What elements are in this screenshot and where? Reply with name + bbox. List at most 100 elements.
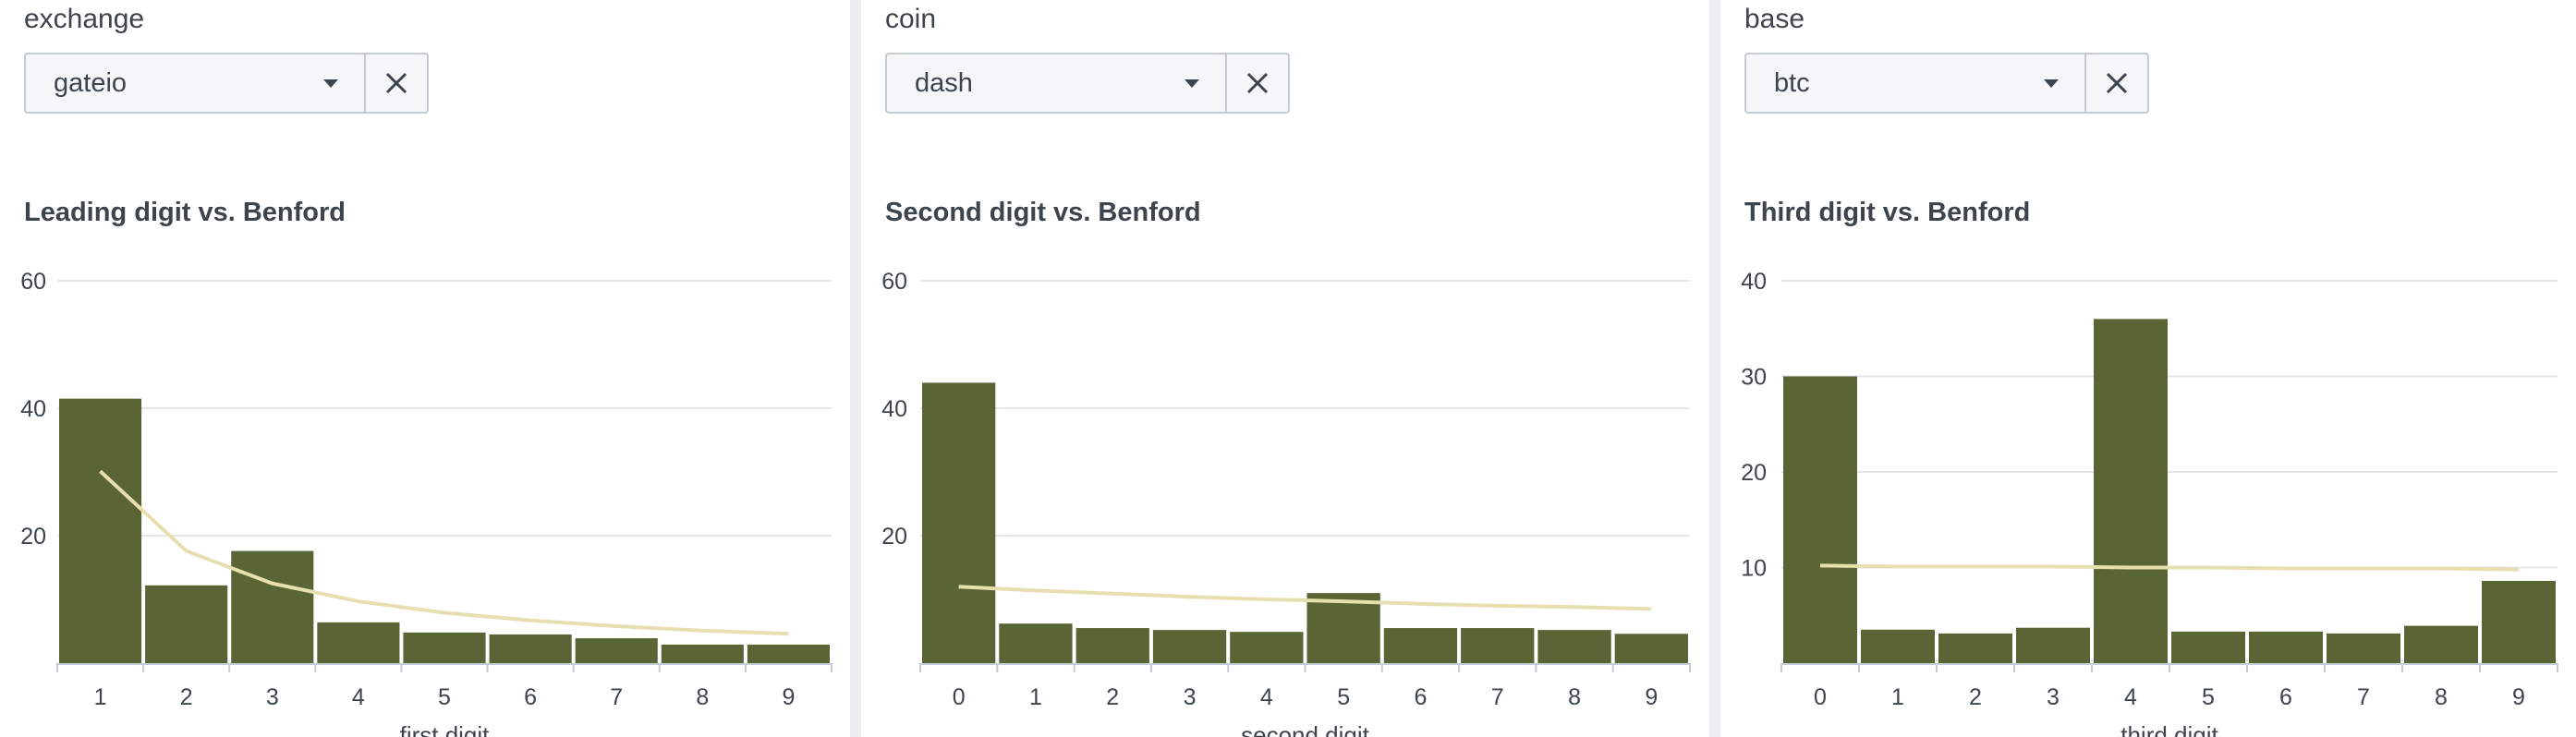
- bar: [1938, 633, 2012, 663]
- x-tick-label: 8: [2435, 684, 2448, 710]
- x-tick-label: 4: [1260, 684, 1273, 710]
- bar: [317, 622, 400, 663]
- chart-title: Second digit vs. Benford: [885, 198, 1201, 227]
- y-tick-label: 40: [881, 396, 907, 422]
- bar: [1783, 376, 1857, 663]
- bar: [145, 585, 228, 663]
- bar: [747, 644, 830, 663]
- x-tick-label: 6: [1414, 684, 1427, 710]
- x-tick-label: 0: [953, 684, 966, 710]
- close-icon: [1246, 72, 1269, 94]
- base-dropdown[interactable]: btc: [1746, 54, 2084, 112]
- x-tick-label: 1: [1891, 684, 1904, 710]
- x-tick-label: 6: [524, 684, 537, 710]
- bar: [1383, 628, 1458, 663]
- exchange-filter-label: exchange: [24, 4, 145, 34]
- coin-dropdown[interactable]: dash: [887, 54, 1225, 112]
- y-tick-label: 10: [1741, 556, 1767, 582]
- bar: [1075, 628, 1149, 663]
- coin-dropdown-value: dash: [915, 67, 973, 98]
- bar: [922, 382, 996, 663]
- x-tick-label: 2: [1106, 684, 1119, 710]
- bar: [1461, 628, 1535, 663]
- x-tick-label: 0: [1814, 684, 1827, 710]
- benford-line: [1819, 563, 2520, 572]
- caret-down-icon: [323, 79, 338, 88]
- y-tick-label: 60: [881, 269, 907, 295]
- x-tick-label: 4: [352, 684, 365, 710]
- bar: [575, 638, 658, 663]
- panel-first-digit: exchange gateio Leading digit vs. Benfor…: [0, 0, 850, 737]
- caret-down-icon: [1185, 79, 1199, 88]
- close-icon: [2106, 72, 2128, 94]
- bar: [1614, 634, 1688, 663]
- x-tick-label: 8: [1568, 684, 1581, 710]
- third-digit-chart: 10 20 30 40 0 1 2 3 4 5 6 7 8 9 third digit: [1741, 269, 2558, 737]
- x-tick-label: 9: [2512, 684, 2525, 710]
- coin-filter-label: coin: [885, 4, 937, 34]
- bar: [489, 634, 572, 663]
- y-tick-label: 20: [881, 524, 907, 550]
- base-filter: btc: [1744, 53, 2149, 114]
- chart-title: Third digit vs. Benford: [1744, 198, 2031, 227]
- x-axis-title: first digit: [400, 721, 491, 737]
- exchange-dropdown-value: gateio: [54, 67, 128, 98]
- bar: [2327, 633, 2400, 663]
- y-tick-label: 40: [20, 396, 46, 422]
- bar: [59, 398, 142, 663]
- x-tick-label: 1: [1029, 684, 1042, 710]
- bar: [231, 550, 314, 663]
- x-tick-label: 5: [438, 684, 451, 710]
- benford-line: [958, 585, 1652, 611]
- base-filter-label: base: [1744, 4, 1805, 34]
- bar: [403, 632, 486, 663]
- close-icon: [385, 72, 407, 94]
- x-tick-label: 7: [610, 684, 623, 710]
- x-tick-label: 7: [2357, 684, 2370, 710]
- exchange-dropdown[interactable]: gateio: [26, 54, 364, 112]
- bar: [661, 644, 744, 663]
- bar: [2249, 631, 2323, 663]
- coin-filter: dash: [885, 53, 1290, 114]
- first-digit-chart: 20 40 60 1 2 3 4 5 6 7 8 9 first digit: [20, 269, 832, 737]
- bar: [1306, 593, 1380, 663]
- coin-clear-button[interactable]: [1225, 54, 1288, 112]
- x-tick-label: 2: [180, 684, 193, 710]
- x-tick-label: 8: [696, 684, 709, 710]
- x-tick-label: 9: [1645, 684, 1658, 710]
- bar: [2171, 631, 2245, 663]
- panel-third-digit: base btc Third digit vs. Benford 10 20 30 4…: [1720, 0, 2576, 737]
- y-tick-label: 40: [1741, 269, 1767, 295]
- x-tick-label: 3: [2047, 684, 2060, 710]
- base-dropdown-value: btc: [1774, 67, 1810, 98]
- x-tick-label: 2: [1969, 684, 1982, 710]
- x-tick-label: 3: [1184, 684, 1197, 710]
- y-tick-label: 60: [20, 269, 46, 295]
- x-tick-label: 6: [2279, 684, 2292, 710]
- x-axis-title: second digit: [1241, 721, 1370, 737]
- x-tick-label: 1: [94, 684, 107, 710]
- x-tick-label: 7: [1491, 684, 1504, 710]
- y-tick-label: 20: [1741, 460, 1767, 486]
- exchange-filter: gateio: [24, 53, 429, 114]
- x-tick-label: 5: [2202, 684, 2215, 710]
- y-tick-label: 20: [20, 524, 46, 550]
- x-axis-title: third digit: [2120, 721, 2218, 737]
- x-tick-label: 3: [266, 684, 279, 710]
- bar: [1152, 630, 1227, 663]
- x-tick-label: 4: [2124, 684, 2137, 710]
- second-digit-chart: 20 40 60 0 1 2 3 4 5 6 7 8 9 second digit: [881, 269, 1691, 737]
- bar: [2404, 625, 2478, 663]
- chart-title: Leading digit vs. Benford: [24, 198, 346, 227]
- caret-down-icon: [2044, 79, 2059, 88]
- exchange-clear-button[interactable]: [364, 54, 427, 112]
- bar: [2094, 319, 2168, 663]
- bar: [1230, 632, 1304, 663]
- bar: [999, 623, 1073, 663]
- bar: [2482, 580, 2556, 663]
- y-tick-label: 30: [1741, 365, 1767, 391]
- base-clear-button[interactable]: [2084, 54, 2147, 112]
- bar: [2016, 627, 2090, 663]
- x-tick-label: 5: [1337, 684, 1350, 710]
- bar: [1861, 629, 1935, 663]
